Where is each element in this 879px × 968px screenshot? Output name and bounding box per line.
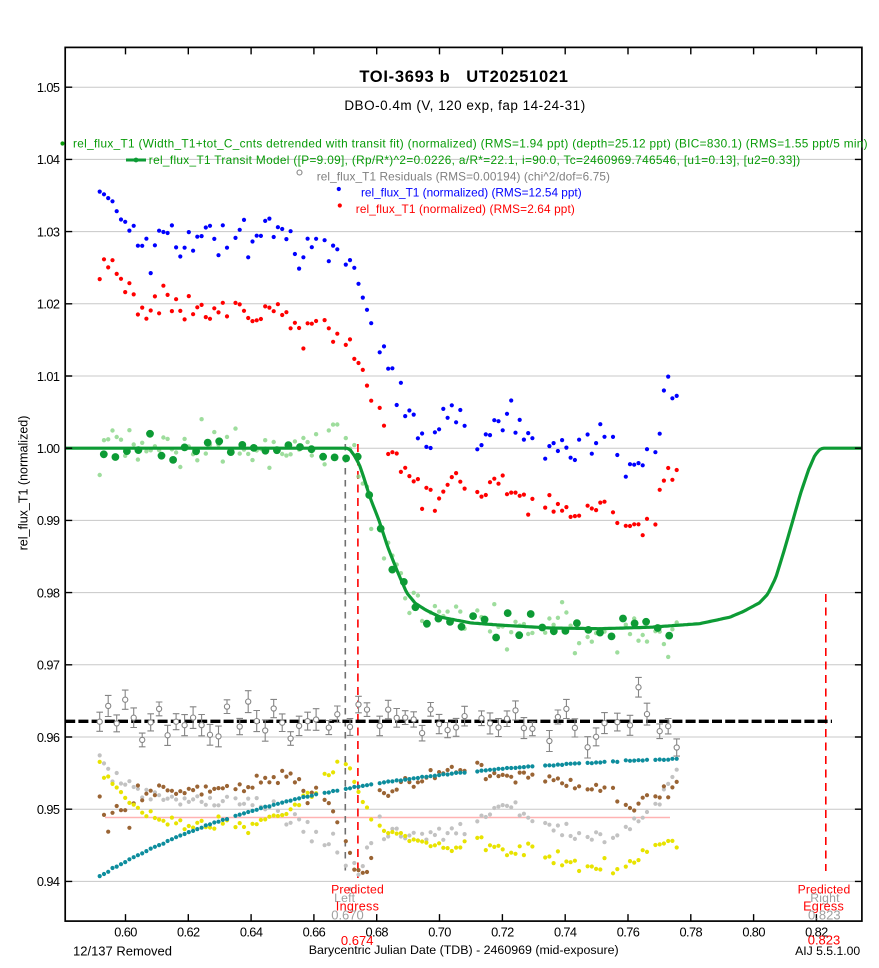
- svg-text:0.97: 0.97: [37, 658, 60, 673]
- svg-text:0.62: 0.62: [177, 925, 200, 940]
- svg-text:0.80: 0.80: [742, 925, 765, 940]
- svg-text:1.05: 1.05: [37, 80, 60, 95]
- svg-text:0.60: 0.60: [114, 925, 137, 940]
- svg-text:rel_flux_T1 Transit Model ([P=: rel_flux_T1 Transit Model ([P=9.09], (Rp…: [149, 153, 801, 167]
- svg-text:0.95: 0.95: [37, 802, 60, 817]
- svg-text:12/137 Removed: 12/137 Removed: [73, 944, 172, 959]
- svg-text:Predicted: Predicted: [798, 883, 851, 897]
- svg-text:0.670: 0.670: [331, 908, 364, 923]
- svg-text:Left: Left: [334, 891, 356, 905]
- svg-text:1.02: 1.02: [37, 297, 60, 312]
- svg-text:0.674: 0.674: [341, 933, 374, 948]
- svg-text:1.04: 1.04: [37, 152, 60, 167]
- svg-text:TOI-3693 b UT20251021: TOI-3693 b UT20251021: [359, 68, 568, 86]
- svg-text:1.00: 1.00: [37, 441, 60, 456]
- svg-text:rel_flux_T1 Residuals (RMS=0.0: rel_flux_T1 Residuals (RMS=0.00194) (chi…: [317, 170, 610, 184]
- svg-text:Right: Right: [810, 891, 840, 905]
- svg-text:0.74: 0.74: [554, 925, 577, 940]
- svg-text:rel_flux_T1 (normalized) (RMS=: rel_flux_T1 (normalized) (RMS=2.64 ppt): [356, 202, 575, 216]
- svg-text:rel_flux_T1 (Width_T1+tot_C_cn: rel_flux_T1 (Width_T1+tot_C_cnts detrend…: [73, 137, 868, 151]
- svg-text:0.94: 0.94: [37, 874, 60, 889]
- svg-text:0.99: 0.99: [37, 513, 60, 528]
- svg-text:Ingress: Ingress: [336, 900, 379, 914]
- svg-text:0.64: 0.64: [240, 925, 263, 940]
- svg-text:1.01: 1.01: [37, 369, 60, 384]
- svg-text:0.823: 0.823: [808, 908, 841, 923]
- svg-text:1.03: 1.03: [37, 224, 60, 239]
- svg-text:Barycentric Julian Date (TDB): Barycentric Julian Date (TDB) - 2460969 …: [309, 943, 619, 957]
- svg-text:0.76: 0.76: [617, 925, 640, 940]
- svg-text:0.96: 0.96: [37, 730, 60, 745]
- svg-text:0.66: 0.66: [303, 925, 326, 940]
- svg-text:0.78: 0.78: [680, 925, 703, 940]
- svg-text:DBO-0.4m (V, 120 exp, fap 14-2: DBO-0.4m (V, 120 exp, fap 14-24-31): [344, 98, 585, 113]
- svg-text:AIJ 5.5.1.00: AIJ 5.5.1.00: [795, 944, 860, 958]
- svg-text:0.68: 0.68: [365, 925, 388, 940]
- svg-text:Egress: Egress: [803, 900, 844, 914]
- svg-text:0.70: 0.70: [428, 925, 451, 940]
- svg-text:0.82: 0.82: [805, 925, 828, 940]
- svg-text:0.72: 0.72: [491, 925, 514, 940]
- svg-text:Predicted: Predicted: [331, 883, 384, 897]
- svg-text:rel_flux_T1 (normalized): rel_flux_T1 (normalized): [17, 416, 31, 551]
- svg-text:0.823: 0.823: [808, 933, 841, 948]
- svg-text:0.98: 0.98: [37, 585, 60, 600]
- svg-text:rel_flux_T1 (normalized) (RMS=: rel_flux_T1 (normalized) (RMS=12.54 ppt): [361, 186, 582, 200]
